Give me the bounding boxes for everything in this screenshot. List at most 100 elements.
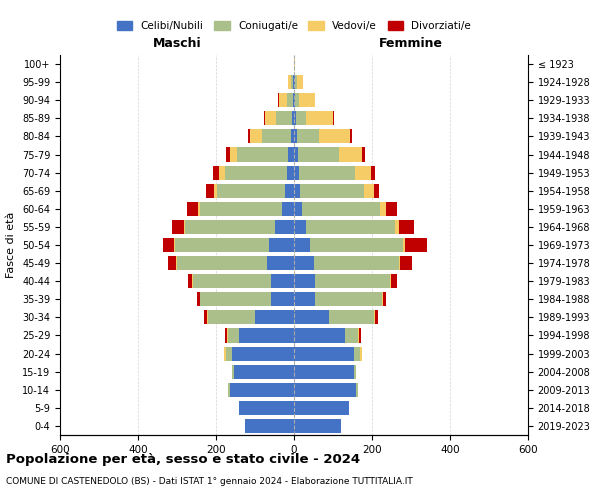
Bar — [206, 184, 214, 198]
Bar — [294, 401, 349, 415]
Bar — [294, 256, 314, 270]
Bar — [355, 346, 360, 360]
Text: Femmine: Femmine — [379, 36, 443, 50]
Bar — [230, 148, 238, 162]
Bar — [294, 274, 316, 288]
Bar — [278, 93, 279, 108]
Bar — [217, 184, 286, 198]
Bar — [319, 130, 350, 143]
Bar — [314, 93, 316, 108]
Bar — [306, 220, 395, 234]
Bar — [291, 130, 294, 143]
Bar — [294, 238, 310, 252]
Bar — [358, 328, 359, 342]
Bar — [226, 346, 232, 360]
Bar — [360, 346, 362, 360]
Bar — [286, 184, 294, 198]
Bar — [193, 274, 271, 288]
Bar — [174, 238, 175, 252]
Bar — [263, 112, 265, 126]
Bar — [297, 75, 302, 89]
Bar — [364, 184, 374, 198]
Bar — [294, 310, 329, 324]
Bar — [200, 202, 283, 216]
Bar — [294, 292, 316, 306]
Bar — [262, 130, 291, 143]
Bar — [386, 202, 397, 216]
Bar — [287, 166, 294, 179]
Bar — [224, 346, 226, 360]
Bar — [302, 202, 380, 216]
Bar — [333, 112, 334, 126]
Text: Popolazione per età, sesso e stato civile - 2024: Popolazione per età, sesso e stato civil… — [6, 452, 360, 466]
Bar — [314, 256, 400, 270]
Bar — [299, 166, 355, 179]
Bar — [163, 238, 174, 252]
Bar — [219, 166, 224, 179]
Bar — [316, 292, 382, 306]
Bar — [316, 274, 389, 288]
Bar — [298, 148, 339, 162]
Bar — [294, 75, 295, 89]
Text: Maschi: Maschi — [152, 36, 202, 50]
Bar — [292, 112, 294, 126]
Bar — [188, 274, 192, 288]
Bar — [405, 238, 427, 252]
Bar — [295, 93, 299, 108]
Bar — [239, 401, 294, 415]
Bar — [400, 256, 412, 270]
Bar — [239, 328, 294, 342]
Bar — [287, 93, 293, 108]
Bar — [359, 328, 361, 342]
Bar — [294, 202, 302, 216]
Bar — [356, 382, 358, 397]
Bar — [232, 346, 294, 360]
Bar — [226, 148, 230, 162]
Bar — [177, 256, 266, 270]
Bar — [294, 419, 341, 433]
Bar — [294, 93, 295, 108]
Bar — [299, 93, 314, 108]
Bar — [213, 166, 219, 179]
Bar — [310, 238, 403, 252]
Bar — [296, 112, 306, 126]
Bar — [266, 256, 294, 270]
Bar — [197, 292, 200, 306]
Bar — [300, 184, 364, 198]
Bar — [294, 184, 300, 198]
Bar — [184, 220, 185, 234]
Bar — [233, 364, 294, 378]
Bar — [227, 328, 228, 342]
Y-axis label: Anni di nascita: Anni di nascita — [597, 204, 600, 286]
Bar — [297, 130, 319, 143]
Bar — [230, 382, 294, 397]
Bar — [355, 166, 371, 179]
Bar — [398, 220, 414, 234]
Legend: Celibi/Nubili, Coniugati/e, Vedovi/e, Divorziati/e: Celibi/Nubili, Coniugati/e, Vedovi/e, Di… — [113, 16, 475, 35]
Bar — [380, 202, 386, 216]
Bar — [192, 274, 193, 288]
Text: COMUNE DI CASTENEDOLO (BS) - Dati ISTAT 1° gennaio 2024 - Elaborazione TUTTITALI: COMUNE DI CASTENEDOLO (BS) - Dati ISTAT … — [6, 478, 413, 486]
Bar — [208, 310, 255, 324]
Bar — [288, 75, 291, 89]
Bar — [350, 130, 352, 143]
Bar — [294, 166, 299, 179]
Bar — [199, 202, 200, 216]
Bar — [362, 148, 365, 162]
Bar — [295, 75, 297, 89]
Bar — [232, 364, 233, 378]
Bar — [291, 75, 293, 89]
Bar — [277, 112, 292, 126]
Bar — [175, 238, 269, 252]
Bar — [391, 274, 397, 288]
Bar — [294, 130, 297, 143]
Bar — [255, 310, 294, 324]
Bar — [200, 292, 271, 306]
Bar — [224, 166, 287, 179]
Bar — [228, 382, 230, 397]
Bar — [383, 292, 386, 306]
Bar — [382, 292, 383, 306]
Bar — [279, 93, 287, 108]
Bar — [238, 148, 288, 162]
Bar — [355, 364, 356, 378]
